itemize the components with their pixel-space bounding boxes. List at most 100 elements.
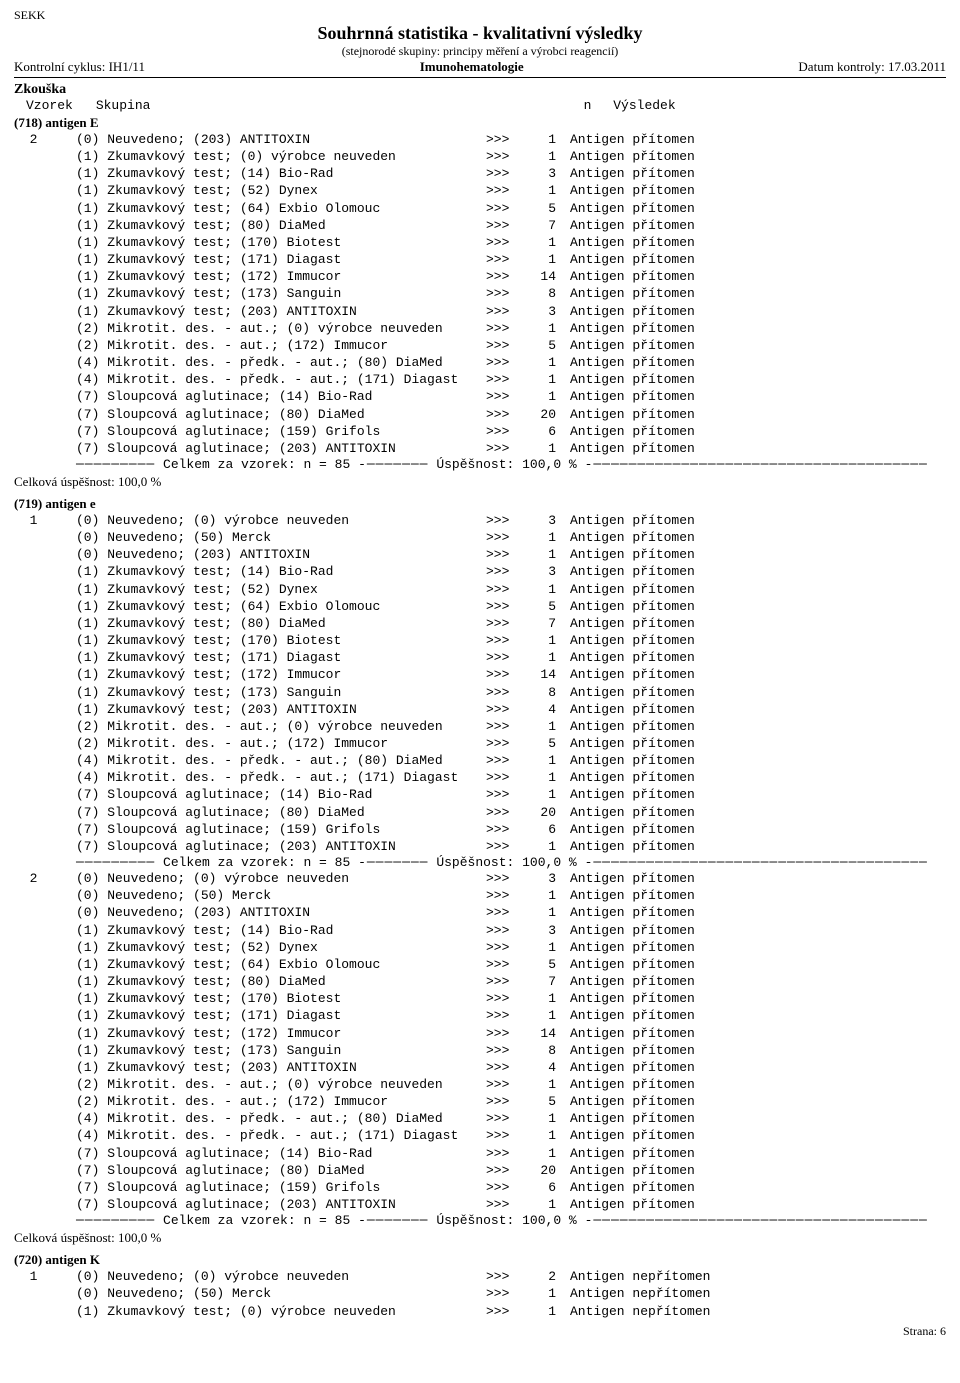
date-label: Datum kontroly: 17.03.2011	[798, 59, 946, 75]
method-cell: (1) Zkumavkový test; (173) Sanguin	[76, 285, 486, 302]
vzorek-cell	[14, 804, 76, 821]
arrow-cell: >>>	[486, 546, 526, 563]
arrow-cell: >>>	[486, 200, 526, 217]
data-row: (1) Zkumavkový test; (203) ANTITOXIN>>>4…	[14, 1059, 946, 1076]
col-skupina: Skupina	[96, 98, 506, 113]
n-cell: 14	[526, 1025, 556, 1042]
data-row: (1) Zkumavkový test; (52) Dynex>>>1Antig…	[14, 581, 946, 598]
method-cell: (7) Sloupcová aglutinace; (80) DiaMed	[76, 804, 486, 821]
arrow-cell: >>>	[486, 1179, 526, 1196]
vzorek-cell	[14, 546, 76, 563]
method-cell: (4) Mikrotit. des. - předk. - aut.; (171…	[76, 1127, 486, 1144]
sum-pct-label: Úspěšnost: 100,0 %	[436, 457, 576, 472]
result-cell: Antigen přítomen	[556, 615, 695, 632]
data-row: (2) Mikrotit. des. - aut.; (172) Immucor…	[14, 337, 946, 354]
dash-right: -──────────────────────────────────────	[585, 1213, 928, 1228]
arrow-cell: >>>	[486, 320, 526, 337]
vzorek-cell	[14, 1042, 76, 1059]
arrow-cell: >>>	[486, 1145, 526, 1162]
result-cell: Antigen přítomen	[556, 440, 695, 457]
vzorek-cell	[14, 217, 76, 234]
vzorek-cell	[14, 337, 76, 354]
method-cell: (7) Sloupcová aglutinace; (203) ANTITOXI…	[76, 838, 486, 855]
result-cell: Antigen přítomen	[556, 1076, 695, 1093]
result-cell: Antigen přítomen	[556, 423, 695, 440]
vzorek-cell	[14, 529, 76, 546]
arrow-cell: >>>	[486, 939, 526, 956]
arrow-cell: >>>	[486, 182, 526, 199]
data-row: (7) Sloupcová aglutinace; (80) DiaMed>>>…	[14, 804, 946, 821]
data-row: (0) Neuvedeno; (50) Merck>>>1Antigen pří…	[14, 529, 946, 546]
column-headers: Vzorek Skupina n Výsledek	[14, 98, 946, 113]
n-cell: 7	[526, 615, 556, 632]
method-cell: (1) Zkumavkový test; (52) Dynex	[76, 182, 486, 199]
arrow-cell: >>>	[486, 303, 526, 320]
n-cell: 5	[526, 200, 556, 217]
sample-summary-row: ───────── Celkem za vzorek: n = 85 -────…	[14, 457, 946, 472]
data-row: (1) Zkumavkový test; (170) Biotest>>>1An…	[14, 234, 946, 251]
n-cell: 8	[526, 684, 556, 701]
sum-n-label: Celkem za vzorek: n = 85	[163, 1213, 350, 1228]
arrow-cell: >>>	[486, 821, 526, 838]
vzorek-cell	[14, 1179, 76, 1196]
n-cell: 2	[526, 1268, 556, 1285]
n-cell: 1	[526, 904, 556, 921]
n-cell: 1	[526, 234, 556, 251]
result-cell: Antigen přítomen	[556, 512, 695, 529]
data-row: (7) Sloupcová aglutinace; (203) ANTITOXI…	[14, 440, 946, 457]
vzorek-cell	[14, 268, 76, 285]
n-cell: 1	[526, 649, 556, 666]
vzorek-cell	[14, 939, 76, 956]
method-cell: (0) Neuvedeno; (0) výrobce neuveden	[76, 1268, 486, 1285]
vzorek-cell	[14, 1025, 76, 1042]
result-cell: Antigen nepřítomen	[556, 1268, 710, 1285]
arrow-cell: >>>	[486, 904, 526, 921]
data-row: (0) Neuvedeno; (203) ANTITOXIN>>>1Antige…	[14, 546, 946, 563]
vzorek-cell	[14, 320, 76, 337]
vzorek-cell	[14, 440, 76, 457]
n-cell: 20	[526, 1162, 556, 1179]
vzorek-cell	[14, 354, 76, 371]
method-cell: (0) Neuvedeno; (50) Merck	[76, 529, 486, 546]
data-row: (1) Zkumavkový test; (52) Dynex>>>1Antig…	[14, 939, 946, 956]
result-cell: Antigen přítomen	[556, 563, 695, 580]
vzorek-cell	[14, 701, 76, 718]
sum-n-label: Celkem za vzorek: n = 85	[163, 855, 350, 870]
n-cell: 5	[526, 735, 556, 752]
arrow-cell: >>>	[486, 684, 526, 701]
method-cell: (1) Zkumavkový test; (170) Biotest	[76, 234, 486, 251]
vzorek-cell	[14, 148, 76, 165]
arrow-cell: >>>	[486, 581, 526, 598]
report-body: (718) antigen E 2(0) Neuvedeno; (203) AN…	[14, 115, 946, 1320]
cycle-label: Kontrolní cyklus: IH1/11	[14, 59, 145, 75]
result-cell: Antigen přítomen	[556, 148, 695, 165]
vzorek-cell	[14, 752, 76, 769]
data-row: (2) Mikrotit. des. - aut.; (172) Immucor…	[14, 735, 946, 752]
sample-summary-row: ───────── Celkem za vzorek: n = 85 -────…	[14, 855, 946, 870]
data-row: (1) Zkumavkový test; (64) Exbio Olomouc>…	[14, 956, 946, 973]
result-cell: Antigen přítomen	[556, 956, 695, 973]
arrow-cell: >>>	[486, 1268, 526, 1285]
n-cell: 1	[526, 388, 556, 405]
arrow-cell: >>>	[486, 268, 526, 285]
vzorek-cell	[14, 1059, 76, 1076]
vzorek-cell	[14, 666, 76, 683]
data-row: (1) Zkumavkový test; (173) Sanguin>>>8An…	[14, 1042, 946, 1059]
vzorek-cell: 2	[14, 870, 76, 887]
data-row: (4) Mikrotit. des. - předk. - aut.; (80)…	[14, 752, 946, 769]
n-cell: 1	[526, 546, 556, 563]
n-cell: 1	[526, 838, 556, 855]
n-cell: 3	[526, 165, 556, 182]
method-cell: (1) Zkumavkový test; (80) DiaMed	[76, 615, 486, 632]
data-row: (1) Zkumavkový test; (80) DiaMed>>>7Anti…	[14, 217, 946, 234]
method-cell: (0) Neuvedeno; (0) výrobce neuveden	[76, 870, 486, 887]
data-row: (0) Neuvedeno; (50) Merck>>>1Antigen pří…	[14, 887, 946, 904]
vzorek-cell	[14, 1076, 76, 1093]
data-row: (4) Mikrotit. des. - předk. - aut.; (80)…	[14, 354, 946, 371]
data-row: 2(0) Neuvedeno; (203) ANTITOXIN>>>1Antig…	[14, 131, 946, 148]
result-cell: Antigen přítomen	[556, 1179, 695, 1196]
data-row: (1) Zkumavkový test; (0) výrobce neuvede…	[14, 148, 946, 165]
method-cell: (7) Sloupcová aglutinace; (159) Grifols	[76, 821, 486, 838]
method-cell: (2) Mikrotit. des. - aut.; (172) Immucor	[76, 1093, 486, 1110]
data-row: (0) Neuvedeno; (203) ANTITOXIN>>>1Antige…	[14, 904, 946, 921]
